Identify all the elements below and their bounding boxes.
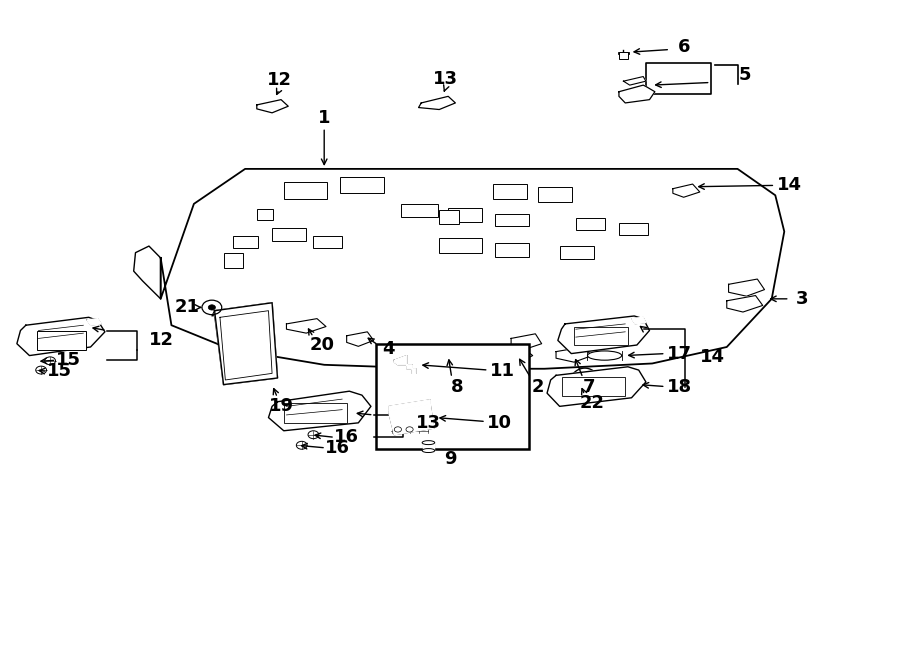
Bar (538, 187, 572, 202)
Ellipse shape (422, 441, 435, 445)
Polygon shape (389, 405, 434, 435)
Text: 20: 20 (310, 336, 335, 354)
Text: 6: 6 (678, 38, 690, 56)
Bar (272, 228, 306, 241)
Text: 3: 3 (796, 290, 808, 308)
Circle shape (208, 305, 215, 310)
Polygon shape (729, 279, 764, 296)
Bar (400, 204, 438, 217)
Text: 9: 9 (444, 450, 456, 468)
Text: 13: 13 (416, 414, 441, 432)
Bar (256, 209, 273, 219)
Polygon shape (624, 77, 646, 85)
Polygon shape (214, 303, 277, 385)
Bar (284, 403, 346, 423)
Bar (313, 236, 342, 248)
Text: 18: 18 (667, 377, 692, 395)
Text: 12: 12 (266, 71, 292, 89)
Polygon shape (491, 347, 533, 365)
Polygon shape (17, 317, 105, 356)
Bar (376, 344, 529, 449)
Bar (448, 208, 482, 221)
Polygon shape (256, 100, 288, 113)
Bar (439, 238, 482, 253)
Bar (340, 176, 383, 193)
Text: 10: 10 (487, 414, 512, 432)
Text: 12: 12 (149, 331, 174, 350)
Polygon shape (727, 295, 762, 312)
Polygon shape (632, 317, 646, 324)
Bar (439, 210, 459, 223)
Bar (37, 330, 86, 350)
Bar (619, 52, 628, 59)
Bar (562, 377, 626, 397)
Polygon shape (87, 319, 102, 325)
Polygon shape (556, 347, 592, 362)
Polygon shape (394, 356, 416, 373)
Text: 14: 14 (778, 176, 802, 194)
Polygon shape (572, 334, 601, 350)
Text: 15: 15 (47, 362, 72, 380)
Text: 22: 22 (580, 394, 605, 412)
Polygon shape (619, 85, 655, 103)
Text: 8: 8 (451, 377, 464, 395)
Polygon shape (558, 316, 650, 354)
Text: 17: 17 (667, 344, 691, 363)
Text: 2: 2 (532, 377, 544, 395)
Bar (576, 217, 605, 229)
Polygon shape (423, 443, 434, 451)
Polygon shape (286, 319, 326, 333)
Bar (574, 327, 628, 345)
Text: 14: 14 (700, 348, 725, 366)
Text: 5: 5 (739, 65, 751, 83)
Polygon shape (346, 332, 374, 346)
Polygon shape (673, 184, 700, 197)
Polygon shape (418, 97, 455, 110)
Ellipse shape (422, 449, 435, 453)
Polygon shape (511, 334, 542, 350)
Bar (232, 236, 257, 248)
Text: 16: 16 (334, 428, 359, 446)
Text: 21: 21 (176, 298, 200, 317)
Text: 4: 4 (382, 340, 395, 358)
Bar (619, 223, 648, 235)
Text: 11: 11 (490, 362, 515, 380)
Text: 16: 16 (325, 439, 350, 457)
Text: 15: 15 (56, 351, 81, 369)
Bar (495, 243, 529, 256)
Polygon shape (212, 303, 272, 316)
Bar (495, 214, 529, 226)
Text: 7: 7 (583, 377, 596, 395)
Bar (493, 184, 527, 198)
Polygon shape (547, 367, 646, 407)
Text: 19: 19 (268, 397, 293, 415)
Text: 1: 1 (318, 109, 330, 127)
Bar (592, 375, 601, 380)
Bar (560, 246, 594, 259)
Polygon shape (389, 400, 430, 411)
Text: 13: 13 (433, 69, 458, 87)
Ellipse shape (588, 351, 622, 360)
Polygon shape (268, 391, 371, 431)
Bar (223, 253, 243, 268)
Bar (569, 375, 578, 380)
Polygon shape (134, 246, 160, 299)
Bar (284, 182, 327, 198)
Polygon shape (160, 169, 784, 369)
Polygon shape (430, 347, 464, 362)
